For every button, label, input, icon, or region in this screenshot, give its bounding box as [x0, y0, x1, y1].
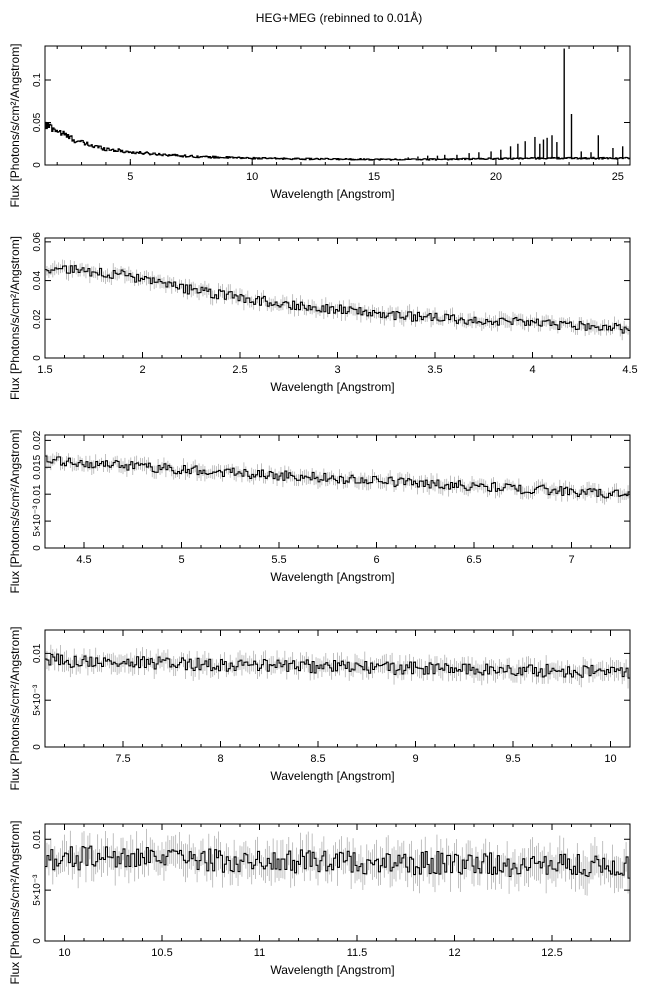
- y-tick-label: 0.02: [32, 309, 43, 329]
- plot-frame: [44, 237, 631, 359]
- x-tick-label: 4: [529, 364, 535, 376]
- x-tick-label: 10: [604, 753, 616, 765]
- plot-area: [45, 259, 630, 341]
- x-tick-label: 15: [368, 171, 380, 183]
- y-tick-label: 0.01: [32, 484, 43, 504]
- x-tick-label: 25: [612, 171, 624, 183]
- x-axis-label: Wavelength [Angstrom]: [270, 570, 394, 584]
- x-axis-label: Wavelength [Angstrom]: [270, 380, 394, 394]
- y-axis-label: Flux [Photons/s/cm²/Angstrom]: [8, 626, 22, 790]
- spectrum-line: [45, 653, 630, 679]
- chart-panel-4: 7.5 8 8.5 9 9.5 10 0 5×10⁻³ 0.01 Wavelength [Angs…: [8, 626, 631, 791]
- x-tick-label: 10.5: [151, 947, 172, 959]
- x-tick-label: 1.5: [37, 364, 52, 376]
- x-tick-label: 5.5: [271, 554, 286, 566]
- chart-panel-2: 1.5 2 2.5 3 3.5 4 4.5 0 0.02 0.04 0.06 Wavelength […: [8, 232, 638, 400]
- plot-frame: [44, 629, 631, 748]
- x-tick-label: 8.5: [310, 753, 325, 765]
- y-tick-label: 0.01: [32, 643, 43, 663]
- y-tick-label: 0: [32, 162, 43, 168]
- plot-frame: [44, 45, 631, 166]
- x-axis-label: Wavelength [Angstrom]: [270, 769, 394, 783]
- y-tick-label: 0: [32, 938, 43, 944]
- x-tick-label: 10: [58, 947, 70, 959]
- spectrum-line: [45, 121, 630, 161]
- y-tick-label: 0: [32, 355, 43, 361]
- x-tick-label: 11.5: [347, 947, 368, 959]
- y-tick-label: 0.06: [32, 232, 43, 252]
- y-tick-label: 0.015: [32, 454, 43, 479]
- chart-panel-1: 5 10 15 20 25 0 0.05 0.1 Wavelength [Angstrom] Fl…: [8, 43, 631, 208]
- x-tick-label: 12: [448, 947, 460, 959]
- x-tick-label: 8: [217, 753, 223, 765]
- spectrum-line: [45, 455, 630, 499]
- x-tick-label: 10: [246, 171, 258, 183]
- plot-area: [45, 644, 630, 689]
- x-tick-label: 9.5: [505, 753, 520, 765]
- x-tick-label: 11: [254, 947, 265, 959]
- x-tick-label: 3.5: [427, 364, 442, 376]
- chart-panel-5: 10 10.5 11 11.5 12 12.5 0 5×10⁻³ 0.01 Wavelength …: [8, 820, 631, 985]
- y-tick-label: 0: [32, 744, 43, 750]
- x-tick-label: 4.5: [76, 554, 91, 566]
- spectrum-line: [45, 265, 630, 334]
- chart-panel-3: 4.5 5 5.5 6 6.5 7 0 5×10⁻³0.01 0.015 0.02 Waveleng…: [8, 429, 631, 594]
- plot-area: [45, 48, 630, 161]
- y-axis-label: Flux [Photons/s/cm²/Angstrom]: [8, 236, 22, 400]
- x-tick-label: 12.5: [541, 947, 562, 959]
- y-tick-label: 0: [32, 545, 43, 551]
- x-tick-label: 7.5: [115, 753, 130, 765]
- plot-area: [45, 828, 630, 896]
- x-tick-label: 7: [568, 554, 574, 566]
- y-tick-label: 0.01: [32, 829, 43, 849]
- figure-title: HEG+MEG (rebinned to 0.01Å): [256, 10, 422, 25]
- plot-area: [45, 450, 630, 505]
- x-tick-label: 9: [412, 753, 418, 765]
- x-tick-label: 6: [373, 554, 379, 566]
- y-axis-label: Flux [Photons/s/cm²/Angstrom]: [8, 429, 22, 593]
- x-tick-label: 20: [490, 171, 502, 183]
- x-tick-label: 4.5: [622, 364, 637, 376]
- y-tick-label: 0.02: [32, 430, 43, 450]
- x-tick-label: 6.5: [466, 554, 481, 566]
- y-tick-label: 5×10⁻³: [32, 505, 43, 537]
- y-axis-label: Flux [Photons/s/cm²/Angstrom]: [8, 43, 22, 207]
- y-tick-label: 0.1: [32, 73, 43, 87]
- y-tick-label: 5×10⁻³: [32, 874, 43, 906]
- spectrum-line: [45, 845, 630, 879]
- y-tick-label: 5×10⁻³: [32, 684, 43, 716]
- x-tick-label: 2.5: [232, 364, 247, 376]
- x-tick-label: 3: [334, 364, 340, 376]
- plot-frame: [44, 434, 631, 549]
- x-axis-label: Wavelength [Angstrom]: [270, 187, 394, 201]
- y-axis-label: Flux [Photons/s/cm²/Angstrom]: [8, 820, 22, 984]
- x-axis-label: Wavelength [Angstrom]: [270, 963, 394, 977]
- x-tick-label: 5: [178, 554, 184, 566]
- x-tick-label: 2: [139, 364, 145, 376]
- x-tick-label: 5: [127, 171, 133, 183]
- y-tick-label: 0.04: [32, 270, 43, 290]
- y-tick-label: 0.05: [32, 112, 43, 132]
